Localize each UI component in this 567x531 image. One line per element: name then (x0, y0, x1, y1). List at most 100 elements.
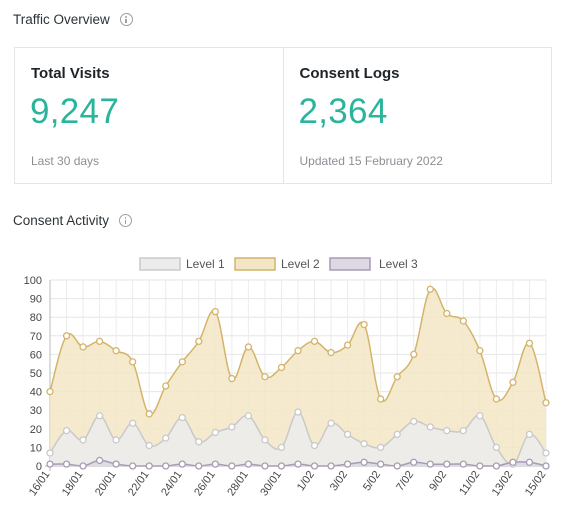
traffic-overview-title: Traffic Overview (13, 12, 133, 27)
data-point (277, 462, 286, 470)
total-visits-title: Total Visits (31, 65, 110, 82)
data-point (129, 358, 137, 366)
series-area (50, 287, 546, 466)
data-point (327, 419, 335, 427)
data-point (261, 436, 269, 444)
data-point (360, 320, 368, 329)
data-point (228, 423, 236, 431)
data-point (112, 460, 120, 468)
info-icon[interactable] (119, 13, 133, 26)
legend-label: Level 3 (379, 257, 418, 271)
data-point (525, 339, 534, 347)
data-point (443, 427, 451, 435)
x-tick-label: 24/01 (159, 469, 185, 498)
data-point (426, 285, 434, 293)
series-area (50, 412, 546, 466)
data-point (95, 337, 104, 346)
data-point (244, 343, 253, 351)
data-point (542, 399, 550, 407)
data-point (112, 347, 120, 355)
data-point (145, 441, 153, 450)
data-point (426, 423, 434, 431)
data-point (426, 460, 434, 468)
y-tick-label: 60 (30, 349, 42, 361)
data-point (377, 443, 385, 452)
data-point (244, 412, 253, 420)
x-tick-label: 1/02 (295, 469, 317, 493)
consent-logs-updated: Updated 15 February 2022 (299, 154, 443, 168)
legend-label: Level 1 (186, 257, 225, 271)
stats-panel: Total Visits 9,247 Last 30 days Consent … (14, 47, 552, 184)
data-point (443, 309, 451, 318)
data-point (261, 373, 269, 381)
data-point (62, 427, 71, 435)
info-icon[interactable] (119, 214, 133, 227)
data-point (294, 408, 302, 416)
data-point (277, 363, 286, 372)
data-point (129, 462, 137, 470)
x-tick-label: 28/01 (225, 469, 251, 498)
data-point (410, 458, 418, 466)
data-point (310, 462, 319, 470)
legend-swatch (329, 257, 371, 271)
consent-activity-label: Consent Activity (13, 213, 110, 228)
y-tick-label: 10 (30, 442, 42, 454)
data-point (343, 430, 352, 439)
data-point (228, 374, 236, 383)
legend-swatch (234, 257, 276, 271)
x-tick-label: 11/02 (457, 469, 482, 498)
data-point (459, 460, 467, 468)
data-point (178, 413, 186, 422)
data-point (244, 460, 253, 468)
data-point (492, 443, 501, 452)
data-point (360, 458, 368, 466)
data-point (62, 332, 71, 340)
data-point (79, 343, 87, 351)
data-point (509, 378, 517, 386)
data-point (211, 460, 219, 468)
data-point (95, 412, 104, 420)
data-point (261, 462, 269, 470)
data-point (310, 441, 319, 450)
data-point (525, 430, 534, 439)
y-tick-label: 40 (30, 387, 42, 399)
x-tick-label: 20/01 (93, 469, 119, 498)
data-point (476, 462, 484, 470)
data-point (277, 443, 286, 452)
x-tick-label: 3/02 (328, 469, 350, 493)
y-tick-label: 0 (36, 461, 42, 473)
x-tick-label: 13/02 (490, 469, 516, 498)
data-point (476, 347, 484, 355)
data-point (145, 410, 153, 418)
data-point (459, 427, 467, 435)
data-point (509, 458, 517, 466)
data-point (79, 436, 87, 444)
data-point (178, 460, 186, 468)
data-point (393, 373, 401, 381)
consent-activity-title: Consent Activity (13, 213, 133, 228)
data-point (542, 449, 550, 457)
data-point (327, 462, 335, 470)
y-tick-label: 50 (30, 368, 42, 380)
consent-logs-card: Consent Logs 2,364 Updated 15 February 2… (282, 48, 552, 183)
data-point (294, 347, 302, 355)
y-tick-label: 100 (24, 275, 42, 287)
total-visits-period: Last 30 days (31, 154, 100, 168)
data-point (162, 382, 170, 390)
y-tick-label: 30 (30, 405, 42, 417)
x-tick-label: 15/02 (523, 469, 549, 498)
data-point (294, 460, 302, 468)
data-point (542, 462, 550, 470)
data-point (443, 460, 451, 468)
data-point (492, 395, 501, 403)
data-point (46, 460, 54, 468)
y-tick-label: 90 (30, 294, 42, 306)
data-point (46, 387, 54, 396)
total-visits-card: Total Visits 9,247 Last 30 days (15, 48, 283, 183)
x-tick-label: 16/01 (27, 469, 53, 498)
x-tick-label: 18/01 (60, 469, 86, 498)
y-tick-label: 80 (30, 312, 42, 324)
data-point (377, 395, 385, 403)
consent-logs-value: 2,364 (298, 92, 388, 131)
data-point (228, 462, 236, 470)
